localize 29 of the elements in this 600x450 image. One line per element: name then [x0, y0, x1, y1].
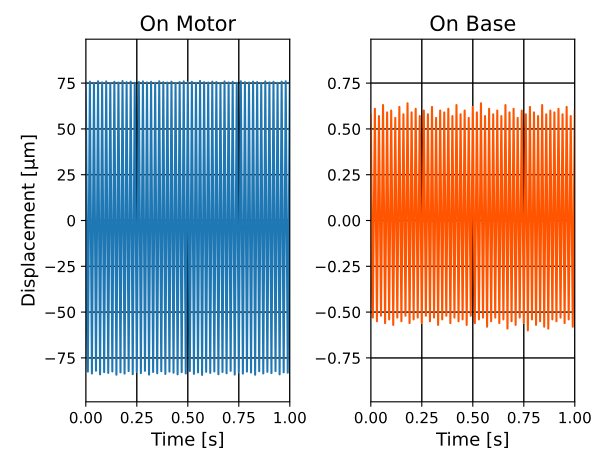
y-tick-label: 75: [58, 78, 75, 90]
y-tick-label: −50: [45, 306, 76, 318]
y-tick-label: 0.00: [328, 214, 360, 227]
y-tick-label: 0.25: [328, 169, 360, 181]
y-tick-label: 0: [67, 214, 76, 227]
x-tick-label: 0.25: [406, 412, 438, 424]
y-tick-label: 50: [58, 123, 76, 135]
x-tick-label: 0.50: [456, 412, 489, 424]
y-tick-label: 0.75: [328, 78, 360, 90]
x-tick-label: 0.25: [120, 412, 152, 424]
chart-title: On Base: [430, 15, 516, 32]
x-tick-label: 1.00: [274, 412, 306, 424]
x-tick-label: 0.75: [508, 412, 540, 424]
y-tick-label: −0.25: [316, 260, 360, 272]
x-tick-label: 0.00: [354, 412, 387, 424]
x-tick-label: 1.00: [559, 412, 591, 424]
chart-title: On Motor: [140, 15, 236, 32]
y-tick-label: −0.50: [316, 306, 360, 318]
y-tick-label: −75: [45, 352, 75, 364]
y-tick-label: −25: [45, 260, 75, 272]
x-tick-label: 0.50: [172, 412, 204, 424]
x-tick-label: 0.75: [222, 412, 254, 424]
y-axis-title: Displacement [μm]: [20, 136, 38, 306]
y-tick-label: 25: [58, 169, 75, 181]
x-tick-label: 0.00: [70, 412, 102, 424]
x-axis-title: Time [s]: [436, 432, 508, 448]
y-tick-label: 0.50: [328, 123, 360, 135]
x-axis-title: Time [s]: [151, 432, 223, 448]
y-tick-label: −0.75: [316, 352, 360, 364]
